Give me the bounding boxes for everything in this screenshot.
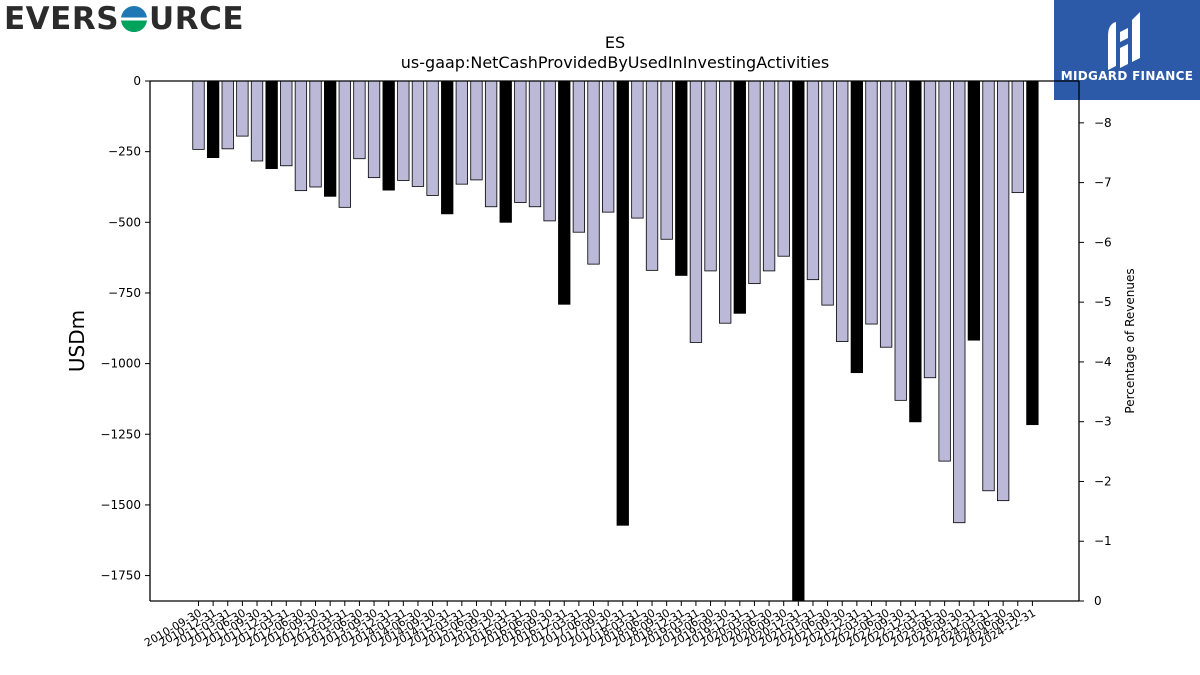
bar (806, 80, 820, 281)
bars-group (192, 80, 1039, 602)
bar (923, 80, 937, 379)
midgard-finance-logo: MIDGARD FINANCE (1054, 0, 1200, 100)
y2-tick-label: −4 (1094, 355, 1112, 369)
bar (850, 80, 863, 374)
bar (206, 80, 220, 158)
y-tick-label: −1750 (100, 569, 141, 583)
bar (836, 80, 849, 342)
bar (938, 80, 951, 462)
bar (733, 80, 746, 314)
y-tick-label: −250 (108, 145, 141, 159)
y2-tick-label: −5 (1094, 295, 1112, 309)
bar (967, 80, 981, 341)
bar (382, 80, 395, 191)
y2-tick-label: −6 (1094, 235, 1112, 249)
bar (601, 80, 615, 213)
bar (1026, 80, 1039, 426)
y-tick-label: −750 (108, 286, 141, 300)
bar (528, 80, 542, 208)
y2-tick-label: 0 (1094, 594, 1102, 608)
midgard-brand-text: MIDGARD FINANCE (1060, 69, 1194, 83)
bar (514, 80, 527, 203)
bar (441, 80, 454, 215)
chart-subtitle: us-gaap:NetCashProvidedByUsedInInvesting… (401, 53, 829, 72)
midgard-mark-icon (1108, 12, 1140, 70)
bar (909, 80, 922, 423)
bar (411, 80, 425, 187)
logo-text-part1: EVERS (4, 1, 120, 37)
bar (338, 80, 351, 208)
axes-group: 0 −250 −500 −750 −1000 −1250 −1500 −1750 0 −1 −2 −3… (100, 74, 1111, 650)
bar (397, 80, 410, 181)
bar (953, 80, 966, 524)
globe-icon (121, 6, 148, 32)
y2-tick-label: −8 (1094, 116, 1112, 130)
bar (324, 80, 337, 197)
bar (280, 80, 293, 167)
bar (762, 80, 776, 272)
bar (865, 80, 878, 325)
bar (675, 80, 688, 276)
y2-tick-label: −3 (1094, 415, 1112, 429)
y2-tick-label: −2 (1094, 474, 1112, 488)
y-tick-label: 0 (133, 74, 141, 88)
bar (777, 80, 790, 257)
bar (294, 80, 308, 192)
bar (221, 80, 234, 150)
bar (250, 80, 264, 162)
y2-tick-label: −1 (1094, 534, 1112, 548)
bar (1011, 80, 1024, 194)
bar (879, 80, 893, 348)
bar (572, 80, 586, 233)
bar (660, 80, 673, 240)
bar (426, 80, 439, 196)
bar (309, 80, 322, 188)
logo-text-part2: URCE (149, 1, 245, 37)
bar (997, 80, 1010, 502)
bar (499, 80, 512, 223)
chart-title: ES (605, 33, 625, 52)
y-axis-label: USDm (65, 310, 89, 372)
bar (367, 80, 381, 179)
bar (645, 80, 659, 271)
bar (558, 80, 571, 305)
y-tick-label: −1000 (100, 357, 141, 371)
bar (792, 80, 805, 602)
bar (192, 80, 205, 150)
bar (982, 80, 995, 492)
eversource-logo: EVERS URCE (4, 1, 245, 37)
bar (894, 80, 907, 401)
bar (631, 80, 644, 219)
bar (470, 80, 483, 181)
bar (719, 80, 732, 324)
bar (265, 80, 278, 170)
bar (484, 80, 498, 208)
bar (616, 80, 629, 526)
bar (455, 80, 468, 185)
bar (689, 80, 703, 343)
bar (821, 80, 834, 306)
bar (748, 80, 761, 285)
y2-axis-label: Percentage of Revenues (1123, 268, 1137, 413)
bar (353, 80, 366, 160)
y-tick-label: −500 (108, 215, 141, 229)
y-tick-label: −1500 (100, 498, 141, 512)
y-tick-label: −1250 (100, 427, 141, 441)
bar (587, 80, 600, 265)
bar (704, 80, 717, 272)
bar (543, 80, 556, 222)
y2-tick-label: −7 (1094, 176, 1112, 190)
bar (236, 80, 249, 137)
